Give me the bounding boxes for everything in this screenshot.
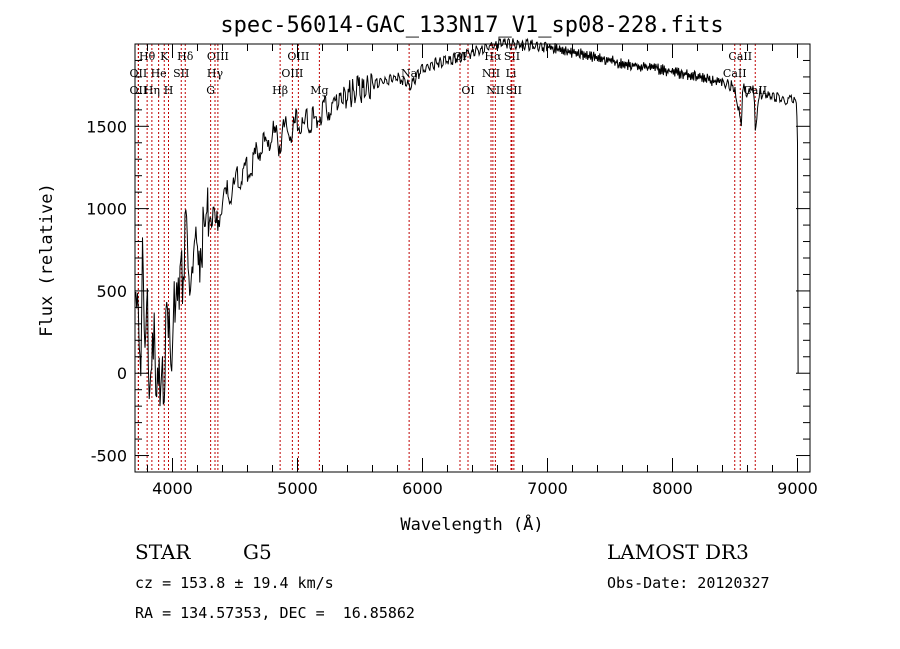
- series-layer: [134, 36, 799, 407]
- y-tick-label: 500: [96, 282, 127, 301]
- object-subclass: G5: [243, 540, 272, 564]
- y-tick-label: 0: [117, 364, 127, 383]
- spectral-line-label: Li: [506, 67, 517, 80]
- spectral-line-label: Hδ: [177, 50, 194, 63]
- spectral-line-label: OIII: [207, 50, 229, 63]
- spectral-line-label: OI: [461, 84, 474, 97]
- y-tick-label: -500: [91, 447, 127, 466]
- spectral-line-label: Hθ: [139, 50, 156, 63]
- plot-frame: [134, 43, 811, 473]
- spectral-line-label: G: [206, 84, 215, 97]
- spectral-line-label: OII: [130, 84, 148, 97]
- redshift-readout: cz = 153.8 ± 19.4 km/s: [135, 574, 334, 592]
- spectral-line-label: K: [160, 50, 169, 63]
- chart-title: spec-56014-GAC_133N17_V1_sp08-228.fits: [220, 13, 723, 38]
- spectral-line-label: Hγ: [207, 67, 224, 80]
- spectral-line-label: SII: [504, 50, 520, 63]
- spectral-line-label: Mg: [310, 84, 328, 97]
- y-tick-label: 1500: [86, 117, 127, 136]
- spectral-line-label: Hβ: [272, 84, 288, 97]
- spectral-line-label: H: [164, 84, 174, 97]
- survey-name: LAMOST DR3: [607, 540, 749, 564]
- x-tick-label: 6000: [402, 479, 443, 498]
- x-tick-label: 5000: [277, 479, 318, 498]
- spectral-line-label: NII: [486, 84, 504, 97]
- x-tick-label: 7000: [527, 479, 568, 498]
- spectral-line-label: Na: [401, 67, 418, 80]
- ticks-layer: 4000 5000 6000 7000 8000 9000 -500 0 500 1000 1500: [86, 44, 818, 498]
- obs-date: Obs-Date: 20120327: [607, 574, 770, 592]
- spectral-line-label: OIII: [287, 50, 309, 63]
- y-tick-label: 1000: [86, 200, 127, 219]
- spectral-line-label: Hη: [144, 84, 160, 97]
- x-tick-label: 4000: [152, 479, 193, 498]
- spectral-line-label: CaII: [723, 67, 747, 80]
- x-axis-label: Wavelength (Å): [400, 513, 543, 535]
- spectral-line-label: He: [151, 67, 167, 80]
- object-class: STAR: [135, 540, 191, 564]
- coordinates: RA = 134.57353, DEC = 16.85862: [135, 604, 415, 622]
- spectral-line-label: SII: [506, 84, 522, 97]
- spectral-line-label: SII: [173, 67, 189, 80]
- x-tick-label: 9000: [777, 479, 818, 498]
- x-tick-label: 8000: [652, 479, 693, 498]
- y-axis-label: Flux (relative): [37, 183, 57, 337]
- series-line-flux: [134, 36, 799, 407]
- spectral-line-label: CaII: [728, 50, 752, 63]
- spectral-line-label: OIII: [281, 67, 303, 80]
- spectral-line-label: NII: [482, 67, 500, 80]
- spectral-line-label: Hα: [484, 50, 502, 63]
